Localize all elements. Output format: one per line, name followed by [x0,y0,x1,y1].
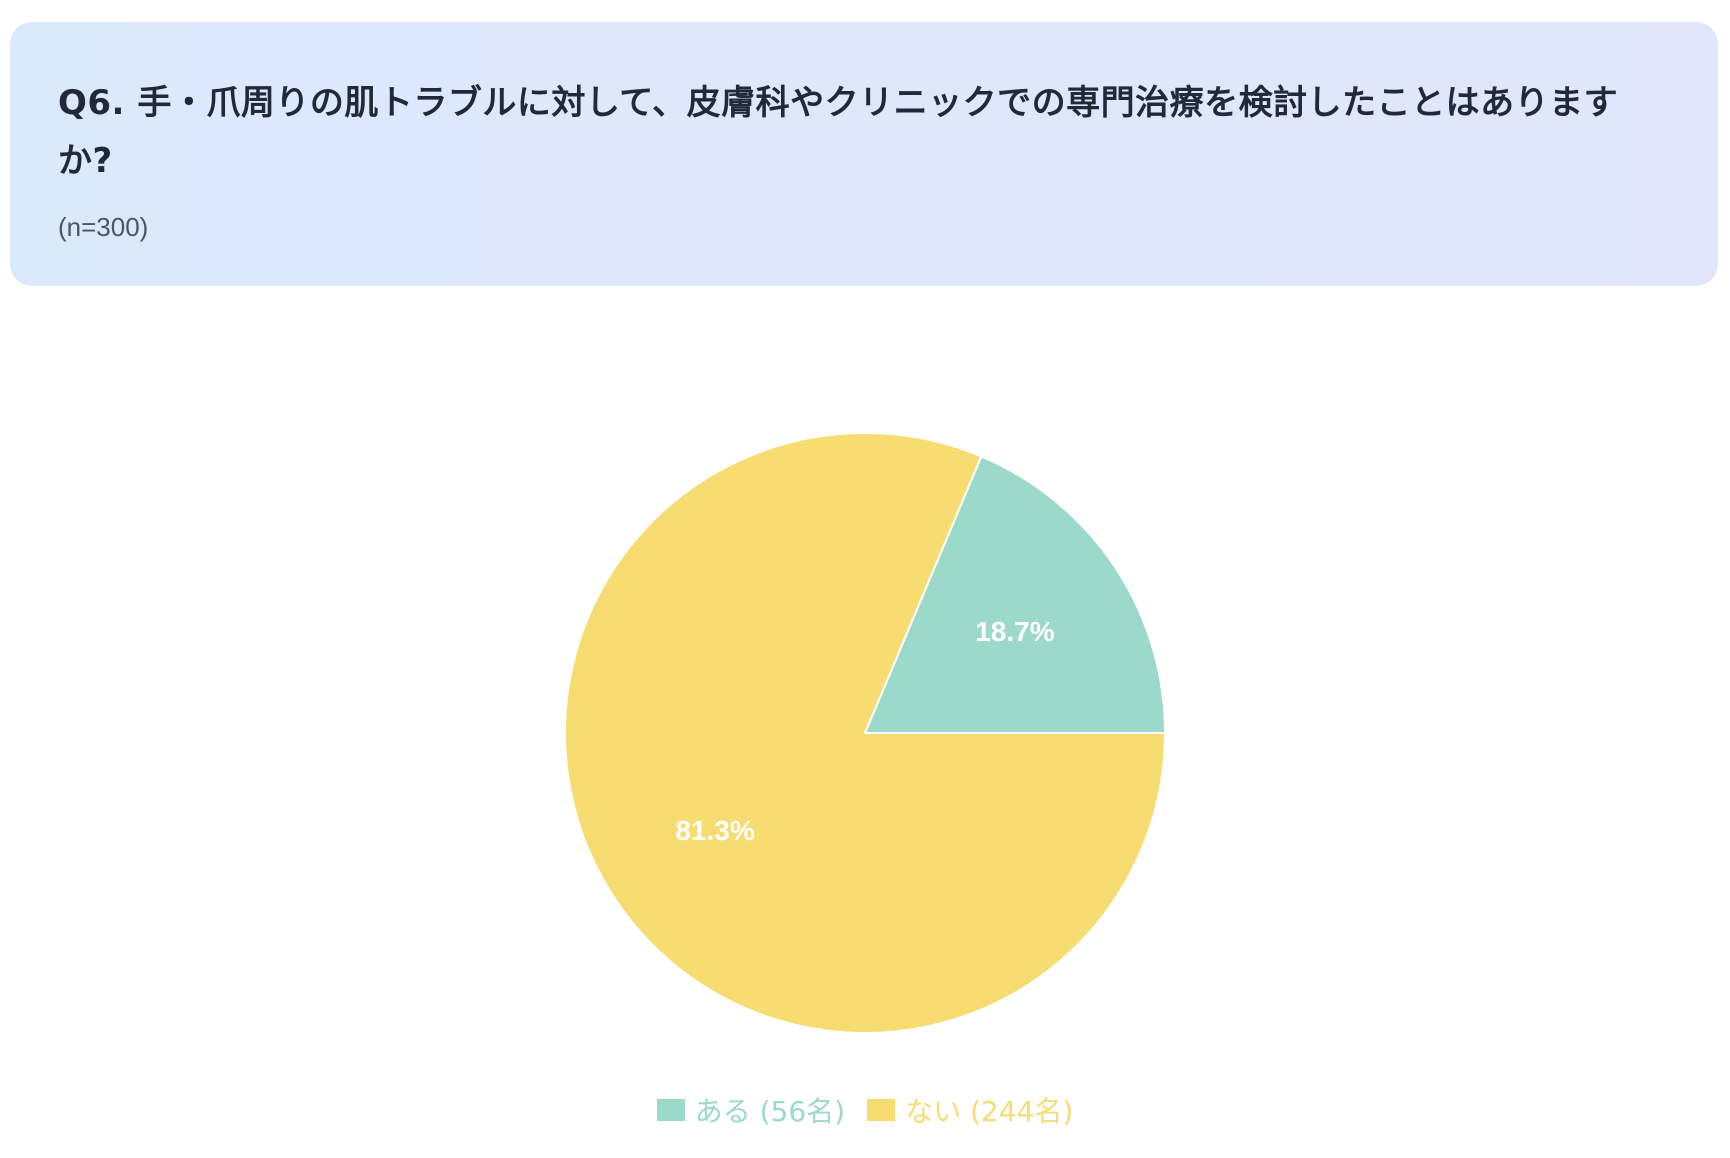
legend-label-aru: ある (56名) [694,1095,846,1128]
pie-slice-0[interactable] [863,455,1167,734]
pie-chart: 18.7% 81.3% [564,432,1167,1034]
legend-label-nai: ない (244名) [905,1095,1074,1128]
chart-legend: ある (56名) ない (244名) [0,1090,1730,1130]
question-title: Q6. 手・爪周りの肌トラブルに対して、皮膚科やクリニックでの専門治療を検討した… [58,83,1619,181]
pie-chart-area: 18.7% 81.3% ある (56名) ない (244名) [0,300,1730,1158]
legend-item-nai[interactable]: ない (244名) [867,1090,1073,1130]
sample-size: (n=300) [58,212,149,242]
question-card: Q6. 手・爪周りの肌トラブルに対して、皮膚科やクリニックでの専門治療を検討した… [10,22,1718,286]
legend-item-aru[interactable]: ある (56名) [656,1090,846,1130]
pie-slice-label-1: 81.3% [675,815,754,846]
legend-swatch-aru [656,1099,685,1121]
legend-swatch-nai [867,1099,896,1121]
pie-slice-label-0: 18.7% [975,616,1054,647]
pie-slice-1[interactable] [564,432,1167,1034]
